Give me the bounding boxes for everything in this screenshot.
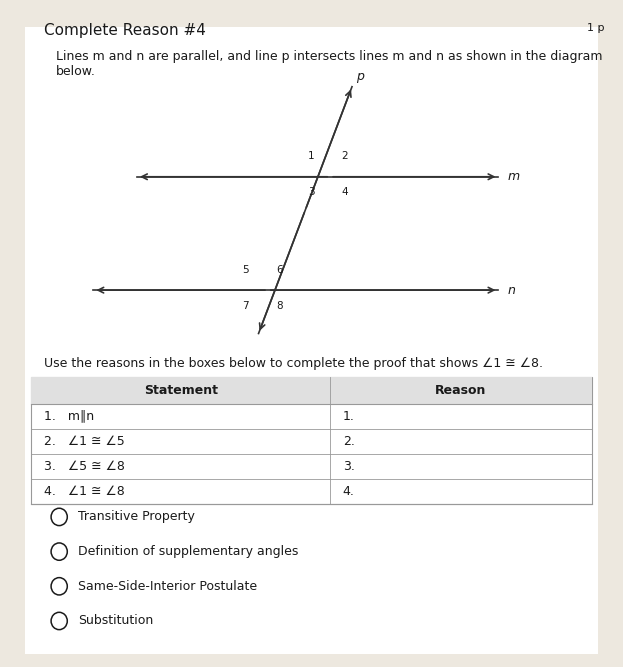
- Text: Reason: Reason: [435, 384, 487, 397]
- Text: Substitution: Substitution: [78, 614, 154, 628]
- Text: p: p: [356, 71, 364, 83]
- Text: below.: below.: [56, 65, 96, 77]
- Text: 1: 1: [308, 151, 315, 161]
- Text: Statement: Statement: [144, 384, 217, 397]
- Text: Transitive Property: Transitive Property: [78, 510, 196, 524]
- Text: 8: 8: [277, 301, 283, 311]
- Text: 3.: 3.: [343, 460, 354, 472]
- Bar: [31, 377, 592, 404]
- Bar: [31, 377, 592, 504]
- Text: 3.   ∠5 ≅ ∠8: 3. ∠5 ≅ ∠8: [44, 460, 125, 472]
- Text: 2.: 2.: [343, 435, 354, 448]
- Text: 1.   m∥n: 1. m∥n: [44, 410, 93, 422]
- Text: 6: 6: [277, 265, 283, 275]
- Text: 4.   ∠1 ≅ ∠8: 4. ∠1 ≅ ∠8: [44, 485, 125, 498]
- Text: Use the reasons in the boxes below to complete the proof that shows ∠1 ≅ ∠8.: Use the reasons in the boxes below to co…: [44, 357, 543, 370]
- Text: 2: 2: [341, 151, 348, 161]
- Text: 2.   ∠1 ≅ ∠5: 2. ∠1 ≅ ∠5: [44, 435, 125, 448]
- Text: Same-Side-Interior Postulate: Same-Side-Interior Postulate: [78, 580, 258, 593]
- Text: 4.: 4.: [343, 485, 354, 498]
- Text: 5: 5: [242, 265, 249, 275]
- Text: 1.: 1.: [343, 410, 354, 422]
- Text: 7: 7: [242, 301, 249, 311]
- Text: n: n: [508, 283, 516, 297]
- Text: 1 p: 1 p: [587, 23, 604, 33]
- Text: Complete Reason #4: Complete Reason #4: [44, 23, 206, 38]
- Text: 4: 4: [341, 187, 348, 197]
- Text: m: m: [508, 170, 520, 183]
- Text: Definition of supplementary angles: Definition of supplementary angles: [78, 545, 299, 558]
- Text: Lines m and n are parallel, and line p intersects lines m and n as shown in the : Lines m and n are parallel, and line p i…: [56, 50, 602, 63]
- Text: 3: 3: [308, 187, 315, 197]
